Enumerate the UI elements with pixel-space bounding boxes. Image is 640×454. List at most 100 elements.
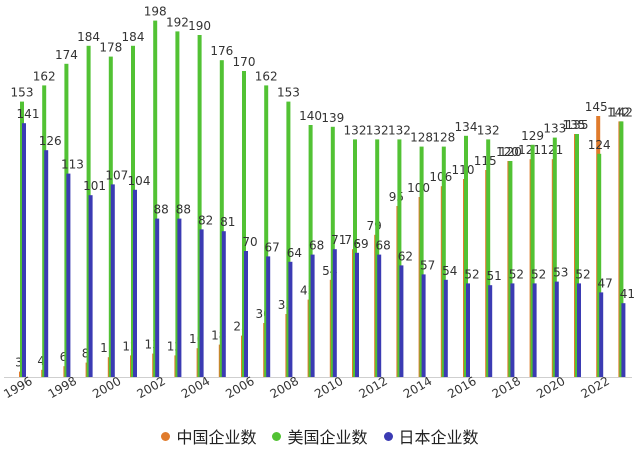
bar-usa-2016 [464, 135, 468, 377]
data-label-japan-2019: 52 [531, 267, 546, 281]
bar-japan-2006 [244, 251, 248, 377]
data-label-japan-2007: 67 [265, 240, 280, 254]
data-label-china-2015: 106 [429, 170, 452, 184]
data-label-china-2021: 135 [563, 118, 586, 132]
bar-usa-2008 [286, 101, 291, 377]
data-label-japan-2016: 52 [464, 267, 479, 281]
bar-japan-2017 [488, 285, 493, 377]
legend-label-china: 中国企业数 [176, 428, 257, 447]
bar-usa-2018 [508, 161, 513, 377]
bar-usa-2009 [308, 125, 313, 377]
data-label-usa-2015: 128 [432, 131, 455, 145]
bar-japan-1996 [22, 123, 26, 377]
bar-japan-1998 [66, 173, 71, 377]
data-label-japan-2005: 81 [220, 215, 235, 229]
data-label-japan-1998: 113 [61, 158, 84, 172]
bar-usa-2004 [197, 35, 202, 377]
data-label-usa-2013: 132 [388, 123, 411, 137]
data-label-usa-2009: 140 [299, 109, 322, 123]
legend-item-usa: 美国企业数 [272, 424, 368, 448]
data-label-usa-2018: 120 [499, 145, 522, 159]
bar-usa-2019 [530, 144, 535, 377]
data-label-japan-2003: 88 [176, 203, 191, 217]
legend-label-japan: 日本企业数 [398, 428, 479, 447]
data-label-japan-2006: 70 [242, 235, 257, 249]
bar-usa-2015 [441, 146, 446, 377]
legend-item-china: 中国企业数 [161, 424, 256, 448]
data-label-china-1999: 8 [82, 347, 90, 361]
data-label-usa-2023: 142 [610, 105, 633, 119]
bar-usa-2006 [242, 71, 246, 377]
data-label-usa-2003: 192 [166, 15, 189, 29]
data-label-china-1998: 6 [60, 350, 68, 364]
data-label-usa-2016: 134 [455, 120, 478, 134]
bar-usa-2002 [153, 20, 158, 377]
data-label-japan-2010: 71 [331, 233, 346, 247]
data-label-japan-2000: 107 [105, 168, 128, 182]
bar-japan-2000 [110, 184, 115, 377]
bar-japan-2001 [133, 189, 137, 377]
bar-japan-2005 [221, 231, 226, 377]
bar-usa-2014 [419, 146, 424, 377]
data-label-china-2018: 120 [496, 145, 519, 159]
bar-japan-2003 [177, 218, 182, 377]
chart-area: 3153141416212661741138184101111781071218… [1, 5, 635, 402]
data-label-usa-2019: 129 [521, 129, 544, 143]
data-label-japan-2020: 53 [553, 266, 568, 280]
bar-japan-2008 [288, 261, 293, 377]
bar-japan-2002 [155, 218, 160, 377]
data-label-usa-2004: 190 [188, 19, 211, 33]
bar-usa-2020 [552, 137, 557, 377]
bar-japan-2011 [355, 252, 359, 377]
legend-swatch-japan [383, 431, 393, 441]
bar-japan-2009 [310, 254, 315, 377]
bar-usa-2005 [219, 60, 224, 377]
bar-japan-2007 [266, 256, 271, 377]
data-label-japan-1996: 141 [17, 107, 40, 121]
data-label-japan-2001: 104 [128, 174, 151, 188]
data-label-china-2022: 145 [585, 100, 608, 114]
bar-usa-2017 [486, 139, 491, 377]
data-label-usa-2001: 184 [122, 30, 145, 44]
data-label-japan-2004: 82 [198, 213, 213, 227]
bar-japan-2013 [399, 265, 404, 377]
bar-japan-2023 [621, 303, 626, 377]
data-label-japan-2002: 88 [154, 203, 169, 217]
bar-japan-1997 [44, 150, 49, 377]
bar-japan-2021 [577, 283, 581, 377]
data-label-japan-2021: 52 [575, 267, 590, 281]
data-label-china-1996: 3 [15, 356, 23, 370]
legend-swatch-usa [272, 431, 282, 441]
data-label-usa-2006: 170 [233, 55, 256, 69]
data-label-japan-2011: 69 [353, 237, 368, 251]
data-label-usa-2012: 132 [366, 123, 389, 137]
data-label-usa-2021: 135 [566, 118, 589, 132]
data-label-usa-2007: 162 [255, 69, 278, 83]
data-label-usa-1999: 184 [77, 30, 100, 44]
bar-japan-2004 [199, 229, 204, 377]
data-label-china-2020: 121 [540, 143, 563, 157]
data-label-china-1997: 4 [37, 354, 45, 368]
data-label-china-2023: 142 [607, 105, 630, 119]
bar-japan-2010 [332, 249, 337, 377]
data-label-usa-2002: 198 [144, 5, 167, 19]
bar-usa-2023 [619, 121, 624, 378]
data-label-japan-2014: 57 [420, 258, 435, 272]
bar-usa-2022 [597, 153, 602, 377]
data-label-china-2017: 115 [474, 154, 497, 168]
data-label-japan-2012: 68 [376, 239, 391, 253]
data-label-usa-1998: 174 [55, 48, 78, 62]
bar-japan-2020 [554, 281, 559, 377]
data-label-usa-2008: 153 [277, 86, 300, 100]
data-label-japan-1997: 126 [39, 134, 62, 148]
data-label-japan-2017: 51 [487, 269, 502, 283]
bar-usa-2003 [175, 31, 180, 378]
bar-japan-2015 [443, 279, 448, 377]
data-label-usa-2017: 132 [477, 123, 500, 137]
data-label-usa-2022: 124 [588, 138, 611, 152]
bar-japan-1999 [88, 195, 93, 377]
bar-usa-2021 [575, 134, 579, 377]
data-label-usa-2000: 178 [99, 41, 122, 55]
bar-japan-2018 [510, 283, 515, 377]
legend-swatch-china [161, 431, 171, 441]
